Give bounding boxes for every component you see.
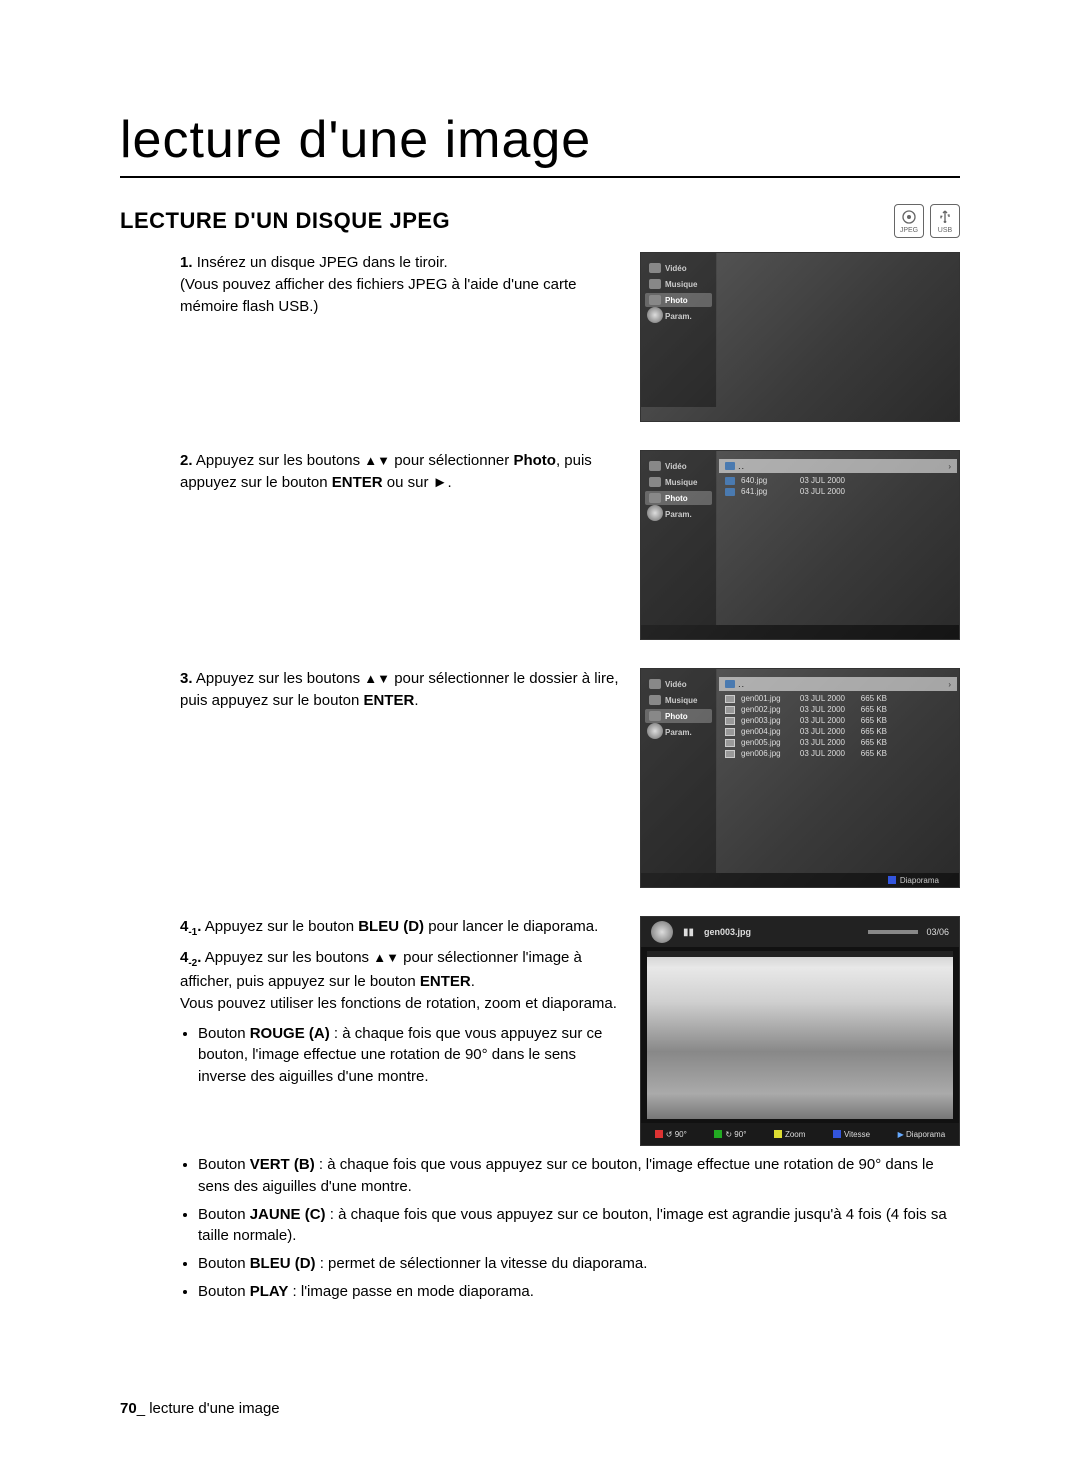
file-row: gen002.jpg03 JUL 2000665 KB xyxy=(719,704,957,715)
bottom-bar: Diaporama xyxy=(641,873,959,887)
step-4-2: 4-2. Appuyez sur les boutons ▲▼ pour sél… xyxy=(180,947,620,1015)
screenshot-sidebar: Vidéo Musique Photo Param. xyxy=(641,451,717,625)
screenshot-files: Vidéo Musique Photo Param. ‥› gen001.jpg… xyxy=(640,668,960,888)
usb-badge: USB xyxy=(930,204,960,238)
file-row: gen003.jpg03 JUL 2000665 KB xyxy=(719,715,957,726)
sidebar-item-photo: Photo xyxy=(645,293,712,307)
disc-icon xyxy=(647,505,663,521)
step-1-text: 1. Insérez un disque JPEG dans le tiroir… xyxy=(120,252,620,317)
jpeg-badge-label: JPEG xyxy=(900,227,918,234)
sidebar-item-musique: Musique xyxy=(645,277,712,291)
folder-list: 640.jpg03 JUL 2000 641.jpg03 JUL 2000 xyxy=(719,475,957,623)
diaporama-label: Diaporama xyxy=(900,876,939,885)
bullets-continued: Bouton VERT (B) : à chaque fois que vous… xyxy=(120,1154,960,1303)
usb-badge-label: USB xyxy=(938,227,952,234)
legend-d: Vitesse xyxy=(833,1130,870,1139)
legend-b: ↻ 90° xyxy=(714,1130,746,1139)
step-3-number: 3. xyxy=(180,670,193,687)
disc-icon xyxy=(901,209,917,225)
bottom-bar xyxy=(641,625,959,639)
legend-play: ▶ Diaporama xyxy=(898,1130,946,1139)
screenshot-sidebar: Vidéo Musique Photo Param. xyxy=(641,253,717,407)
file-row: gen005.jpg03 JUL 2000665 KB xyxy=(719,737,957,748)
pause-icon: ▮▮ xyxy=(683,927,694,938)
step-4-block: 4-1. Appuyez sur le bouton BLEU (D) pour… xyxy=(120,916,620,1094)
viewer-legend: ↺ 90° ↻ 90° Zoom Vitesse ▶ Diaporama xyxy=(641,1123,959,1145)
step-2-number: 2. xyxy=(180,452,193,469)
step-1-number: 1. xyxy=(180,254,193,271)
legend-c: Zoom xyxy=(774,1130,805,1139)
legend-a: ↺ 90° xyxy=(655,1130,687,1139)
viewer-counter: 03/06 xyxy=(926,927,949,937)
step-1-line-a: Insérez un disque JPEG dans le tiroir. xyxy=(197,254,448,271)
disc-icon xyxy=(647,723,663,739)
disc-icon xyxy=(647,307,663,323)
arrow-icons: ▲▼ xyxy=(364,671,390,686)
viewer-image xyxy=(647,951,953,1119)
arrow-icons: ▲▼ xyxy=(364,453,390,468)
jpeg-badge: JPEG xyxy=(894,204,924,238)
step-3-text: 3. Appuyez sur les boutons ▲▼ pour sélec… xyxy=(120,668,620,712)
viewer-topbar: ▮▮ gen003.jpg 03/06 xyxy=(641,917,959,947)
step-1-line-b: (Vous pouvez afficher des fichiers JPEG … xyxy=(180,276,577,315)
bullet-jaune: Bouton JAUNE (C) : à chaque fois que vou… xyxy=(198,1204,960,1248)
screenshot-folders: Vidéo Musique Photo Param. ‥› 640.jpg03 … xyxy=(640,450,960,640)
page-title: lecture d'une image xyxy=(120,110,960,178)
file-row: gen006.jpg03 JUL 2000665 KB xyxy=(719,748,957,759)
bullet-rouge: Bouton ROUGE (A) : à chaque fois que vou… xyxy=(198,1023,620,1088)
bullet-play: Bouton PLAY : l'image passe en mode diap… xyxy=(198,1281,960,1303)
sidebar-item-video: Vidéo xyxy=(645,261,712,275)
step-2-text: 2. Appuyez sur les boutons ▲▼ pour sélec… xyxy=(120,450,620,494)
viewer-filename: gen003.jpg xyxy=(704,927,751,937)
screenshot-sidebar: Vidéo Musique Photo Param. xyxy=(641,669,717,873)
folder-row: 641.jpg03 JUL 2000 xyxy=(719,486,957,497)
disc-icon xyxy=(651,921,673,943)
page-footer: 70_ lecture d'une image xyxy=(120,1400,280,1417)
usb-icon xyxy=(937,209,953,225)
bullet-bleu: Bouton BLEU (D) : permet de sélectionner… xyxy=(198,1253,960,1275)
screenshot-menu: Vidéo Musique Photo Param. xyxy=(640,252,960,422)
file-list: gen001.jpg03 JUL 2000665 KB gen002.jpg03… xyxy=(719,693,957,871)
path-bar: ‥› xyxy=(719,677,957,691)
page-number: 70 xyxy=(120,1400,137,1417)
footer-text: lecture d'une image xyxy=(145,1400,280,1417)
folder-row: 640.jpg03 JUL 2000 xyxy=(719,475,957,486)
format-badges: JPEG USB xyxy=(894,204,960,238)
file-row: gen001.jpg03 JUL 2000665 KB xyxy=(719,693,957,704)
path-bar: ‥› xyxy=(719,459,957,473)
file-row: gen004.jpg03 JUL 2000665 KB xyxy=(719,726,957,737)
progress-bar xyxy=(868,930,918,934)
section-heading: LECTURE D'UN DISQUE JPEG xyxy=(120,208,450,234)
bullet-vert: Bouton VERT (B) : à chaque fois que vous… xyxy=(198,1154,960,1198)
step-4-1: 4-1. Appuyez sur le bouton BLEU (D) pour… xyxy=(180,916,620,941)
screenshot-viewer: ▮▮ gen003.jpg 03/06 ↺ 90° ↻ 90° Zoom Vit… xyxy=(640,916,960,1146)
